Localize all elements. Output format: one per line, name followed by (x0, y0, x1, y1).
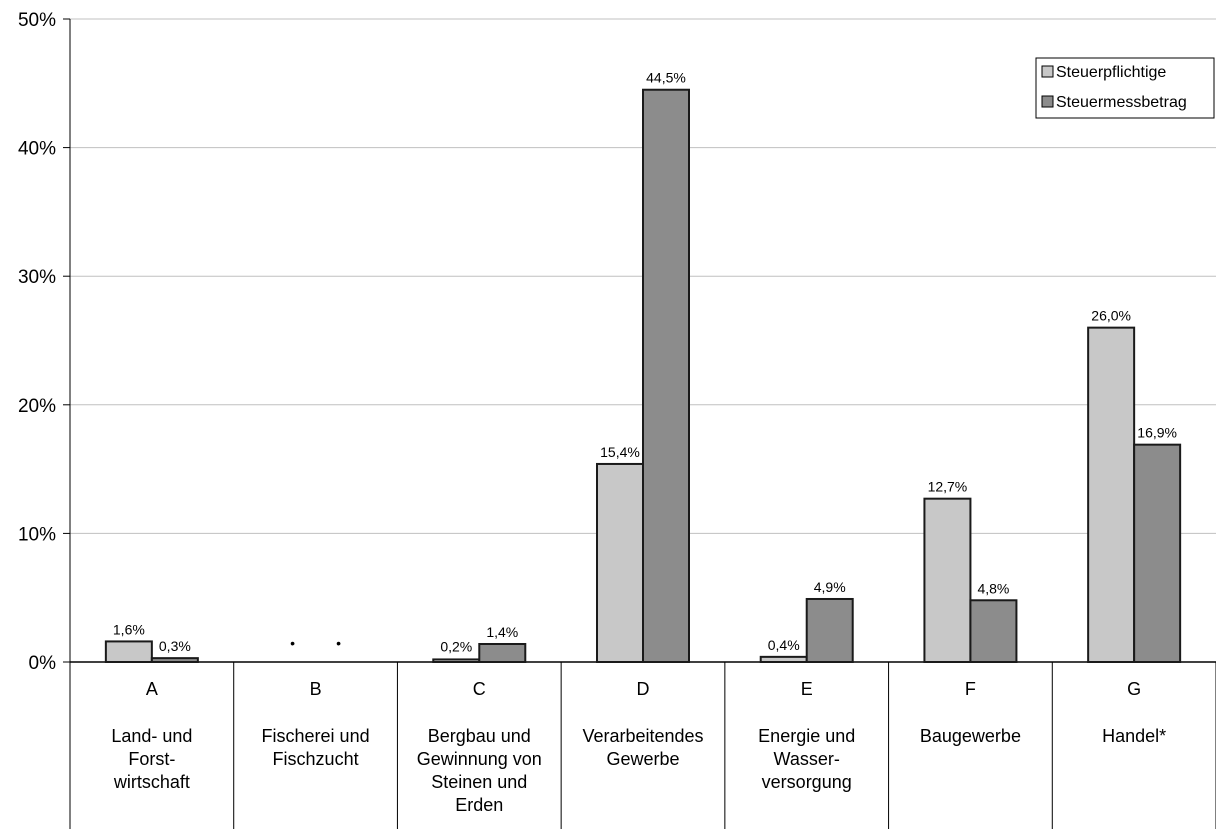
category-name-line: Wasser- (774, 749, 840, 769)
category-name-line: Land- und (111, 726, 192, 746)
category-name-line: Erden (455, 795, 503, 815)
data-label: 0,2% (440, 638, 472, 654)
data-label: 44,5% (646, 70, 686, 86)
category-name-line: versorgung (762, 772, 852, 792)
bar (1087, 326, 1136, 663)
category-code: C (473, 679, 486, 699)
category-name-line: Fischzucht (273, 749, 359, 769)
bar (1133, 443, 1182, 663)
bar (478, 642, 527, 663)
data-label: 16,9% (1137, 425, 1177, 441)
data-label: 4,9% (814, 579, 846, 595)
category-code: E (801, 679, 813, 699)
category-name-line: wirtschaft (113, 772, 190, 792)
category-code: B (310, 679, 322, 699)
legend-box (1035, 57, 1215, 119)
category-name-line: Forst- (128, 749, 175, 769)
category-name-line: Handel* (1102, 726, 1166, 746)
bar (923, 497, 972, 664)
data-label: 1,4% (486, 624, 518, 640)
data-label: 1,6% (113, 621, 145, 637)
category-name-line: Fischerei und (262, 726, 370, 746)
category-code: A (146, 679, 158, 699)
category-name-line: Steinen und (431, 772, 527, 792)
legend-swatch (1041, 95, 1054, 108)
data-label: 0,3% (159, 638, 191, 654)
category-code: G (1127, 679, 1141, 699)
legend-swatch (1041, 65, 1054, 78)
y-tick-label: 10% (18, 524, 56, 545)
y-tick-label: 20% (18, 396, 56, 417)
data-label: • (336, 635, 341, 651)
bar (104, 640, 153, 664)
data-label: 15,4% (600, 444, 640, 460)
data-label: 0,4% (768, 637, 800, 653)
y-tick-label: 50% (18, 10, 56, 31)
category-name-line: Energie und (758, 726, 855, 746)
category-name-line: Bergbau und (428, 726, 531, 746)
bar (596, 462, 644, 663)
y-tick-label: 0% (29, 653, 57, 674)
bar (805, 597, 854, 664)
y-tick-label: 40% (18, 139, 56, 160)
bar (432, 658, 481, 663)
category-name-line: Baugewerbe (920, 726, 1021, 746)
y-tick-label: 30% (18, 267, 56, 288)
bar (759, 655, 808, 664)
bar (150, 657, 199, 664)
category-code: D (637, 679, 650, 699)
data-label: 12,7% (928, 479, 968, 495)
legend-label: Steuerpflichtige (1056, 64, 1166, 81)
category-name-line: Gewerbe (606, 749, 679, 769)
category-name-line: Gewinnung von (417, 749, 542, 769)
data-label: 4,8% (977, 580, 1009, 596)
data-label: 26,0% (1091, 308, 1131, 324)
category-code: F (965, 679, 976, 699)
legend-label: Steuermessbetrag (1056, 94, 1187, 111)
category-name-line: Verarbeitendes (582, 726, 703, 746)
data-label: • (290, 635, 295, 651)
bar (969, 599, 1018, 663)
bar (642, 88, 690, 664)
